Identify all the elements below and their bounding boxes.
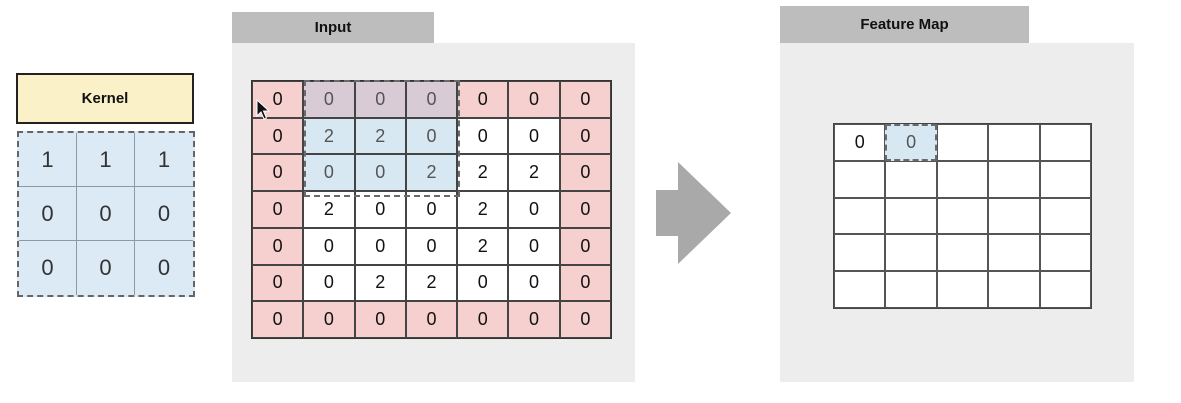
- input-cell: 2: [457, 227, 509, 265]
- input-cell: 0: [252, 117, 304, 155]
- kernel-cell: 0: [157, 255, 171, 280]
- feature-map-cell: [834, 234, 886, 272]
- kernel-cell: 0: [77, 187, 135, 241]
- input-cell: 2: [354, 117, 406, 155]
- input-cell: 0: [508, 227, 560, 265]
- input-cell: 0: [559, 301, 611, 338]
- input-cell: 2: [405, 264, 458, 302]
- feature-map-cell: [1039, 160, 1091, 198]
- input-cell: 0: [559, 264, 611, 302]
- feature-map-cell: [834, 271, 886, 308]
- kernel-cell: 0: [19, 187, 77, 241]
- input-cell: 0: [508, 117, 560, 155]
- feature-map-cell: [988, 160, 1040, 198]
- input-cell: 0: [252, 227, 304, 265]
- feature-map-cell: [1039, 271, 1091, 308]
- input-cell: 0: [252, 301, 304, 338]
- input-cell: 0: [508, 301, 560, 338]
- arrow-right-icon: [656, 162, 731, 264]
- feature-map-cell: [834, 160, 886, 198]
- input-cell: 0: [405, 117, 458, 155]
- input-cell: 0: [354, 301, 406, 338]
- input-cell: 0: [508, 264, 560, 302]
- feature-map-cell: [885, 160, 937, 198]
- cursor-icon: [256, 99, 270, 120]
- input-cell: 0: [457, 301, 509, 338]
- feature-map-cell: [936, 124, 989, 161]
- input-cell: 0: [559, 81, 611, 118]
- input-cell: 0: [457, 117, 509, 155]
- input-cell: 2: [303, 191, 355, 228]
- feature-map-cell: [988, 124, 1040, 161]
- feature-map-tab: Feature Map: [780, 6, 1029, 43]
- input-tab: Input: [232, 12, 434, 43]
- input-cell: 2: [457, 154, 509, 192]
- input-cell: 0: [559, 227, 611, 265]
- input-cell: 0: [405, 227, 458, 265]
- input-cell: 2: [303, 117, 355, 155]
- kernel-cell: 0: [135, 187, 193, 241]
- feature-map-cell: 0: [834, 124, 886, 161]
- input-cell: 0: [303, 264, 355, 302]
- feature-map-cell: [885, 197, 937, 235]
- feature-map-cell: [936, 271, 989, 308]
- kernel-cell: 1: [135, 133, 193, 187]
- input-cell: 0: [457, 81, 509, 118]
- input-cell: 0: [303, 301, 355, 338]
- kernel-cell: 0: [19, 241, 77, 295]
- feature-map-cell: [988, 234, 1040, 272]
- input-cell: 0: [508, 81, 560, 118]
- feature-map-cell: [1039, 197, 1091, 235]
- input-cell: 2: [405, 154, 458, 192]
- input-cell: 0: [354, 227, 406, 265]
- input-cell: 0: [559, 117, 611, 155]
- input-cell: 0: [252, 154, 304, 192]
- kernel-cell: 1: [77, 133, 135, 187]
- input-cell: 2: [354, 264, 406, 302]
- input-cell: 0: [405, 191, 458, 228]
- kernel-cell: 1: [19, 133, 77, 187]
- feature-map-cell: [885, 234, 937, 272]
- feature-map-cell: [885, 271, 937, 308]
- feature-map-cell: [1039, 124, 1091, 161]
- input-cell: 0: [303, 227, 355, 265]
- feature-map-cell: [988, 197, 1040, 235]
- input-cell: 0: [303, 81, 355, 118]
- input-cell: 2: [508, 154, 560, 192]
- input-cell: 0: [354, 81, 406, 118]
- input-cell: 0: [508, 191, 560, 228]
- feature-map-cell: 0: [885, 124, 937, 161]
- feature-map-cell: [936, 197, 989, 235]
- input-cell: 0: [303, 154, 355, 192]
- input-cell: 0: [457, 264, 509, 302]
- kernel-title: Kernel: [16, 73, 194, 124]
- input-cell: 2: [457, 191, 509, 228]
- input-cell: 0: [252, 264, 304, 302]
- input-cell: 0: [559, 191, 611, 228]
- feature-map-cell: [834, 197, 886, 235]
- kernel-cell: 0: [77, 241, 135, 295]
- input-cell: 0: [252, 191, 304, 228]
- input-cell: 0: [405, 81, 458, 118]
- feature-map-cell: [1039, 234, 1091, 272]
- input-cell: 0: [559, 154, 611, 192]
- input-cell: 0: [354, 191, 406, 228]
- feature-map-cell: [936, 160, 989, 198]
- feature-map-cell: [936, 234, 989, 272]
- feature-map-cell: [988, 271, 1040, 308]
- input-cell: 0: [354, 154, 406, 192]
- input-cell: 0: [405, 301, 458, 338]
